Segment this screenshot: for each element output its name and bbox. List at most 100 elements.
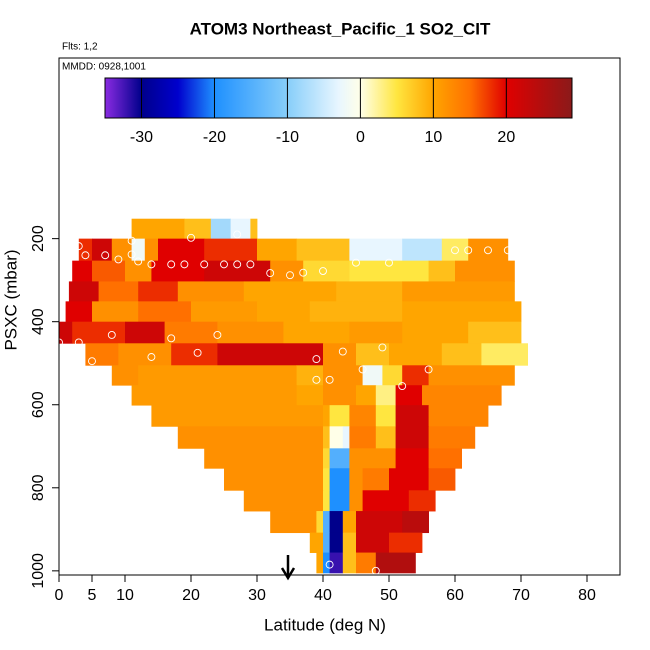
cell (283, 321, 350, 344)
cell (375, 426, 396, 449)
cell (111, 238, 132, 262)
cell (402, 321, 469, 344)
cell (243, 490, 324, 512)
cell (349, 238, 403, 262)
cell (428, 468, 456, 491)
sample-point (385, 258, 393, 267)
cell (395, 448, 429, 469)
cell (455, 260, 515, 282)
sample-point (464, 246, 473, 255)
cell (362, 468, 390, 491)
cell (204, 260, 271, 282)
sample-point (233, 230, 242, 239)
cell (59, 321, 73, 344)
flights-label: Flts: 1,2 (62, 42, 98, 53)
cell (204, 238, 258, 262)
x-tick-label: 80 (578, 587, 596, 604)
sample-point (503, 246, 512, 255)
cell (138, 365, 297, 386)
cell (375, 385, 396, 406)
cell (138, 281, 179, 302)
cell (356, 511, 403, 534)
sample-point (213, 331, 222, 339)
sample-point (286, 271, 294, 280)
cell (323, 385, 357, 406)
cell (65, 301, 93, 323)
cell (72, 321, 126, 344)
arrow (280, 555, 296, 581)
curtain (59, 218, 528, 574)
colorbar-tick-label: 0 (356, 129, 365, 146)
sample-point (114, 255, 123, 264)
cell (468, 321, 522, 344)
cell (428, 365, 515, 386)
cell (92, 238, 113, 262)
cell (85, 343, 119, 366)
cell (224, 468, 324, 491)
sample-point (424, 365, 433, 374)
cell (389, 468, 429, 491)
cell (151, 260, 205, 282)
cell (158, 238, 205, 262)
cell (323, 405, 330, 427)
x-axis-label: Latitude (deg N) (264, 615, 386, 634)
cell (290, 281, 337, 302)
cell (177, 426, 324, 449)
cell (356, 343, 390, 366)
sample-point (167, 260, 176, 269)
sample-point (371, 566, 380, 575)
chart-title: ATOM3 Northeast_Pacific_1 SO2_CIT (190, 19, 491, 38)
cell (191, 301, 258, 323)
cell (349, 490, 363, 512)
cell (309, 301, 403, 323)
cell (316, 511, 324, 534)
sample-points (55, 230, 512, 575)
sample-point (299, 268, 308, 277)
cell (481, 343, 528, 366)
cell (131, 385, 297, 406)
cell (402, 238, 443, 262)
cell (375, 405, 396, 427)
sample-point (187, 233, 195, 242)
cell (349, 260, 429, 282)
cell (230, 218, 251, 240)
plot-frame (58, 57, 621, 576)
cell (217, 343, 324, 366)
cell (323, 448, 330, 469)
colorbar-tick-label: 10 (424, 129, 442, 146)
cell (342, 511, 357, 534)
dates-label: MMDD: 0928,1001 (62, 62, 146, 73)
cell (349, 448, 363, 469)
sample-point (107, 331, 116, 339)
colorbar-tick-label: -20 (203, 129, 226, 146)
cell (131, 218, 185, 240)
cell (323, 490, 330, 512)
cell (408, 490, 436, 512)
cell (428, 448, 462, 469)
cell (92, 301, 139, 323)
sample-point (101, 251, 110, 260)
cell (151, 405, 324, 427)
cell (395, 426, 429, 449)
colorbar (104, 77, 573, 119)
sample-point (352, 258, 360, 267)
cell (389, 532, 423, 553)
x-tick-label: 70 (512, 587, 530, 604)
cell (217, 321, 284, 344)
sample-point (246, 260, 255, 269)
cell (441, 238, 469, 262)
x-tick-label: 40 (314, 587, 332, 604)
cell (349, 321, 403, 344)
cell (296, 365, 324, 386)
cell (323, 365, 363, 386)
cell (92, 260, 126, 282)
cell (375, 552, 416, 574)
y-axis-label: PSXC (mbar) (1, 249, 20, 350)
cell (329, 405, 350, 427)
cell (329, 552, 344, 574)
cell (270, 260, 304, 282)
x-tick-label: 5 (88, 587, 97, 604)
x-tick-label: 60 (446, 587, 464, 604)
y-tick-label: 800 (30, 474, 47, 501)
cell (336, 281, 403, 302)
